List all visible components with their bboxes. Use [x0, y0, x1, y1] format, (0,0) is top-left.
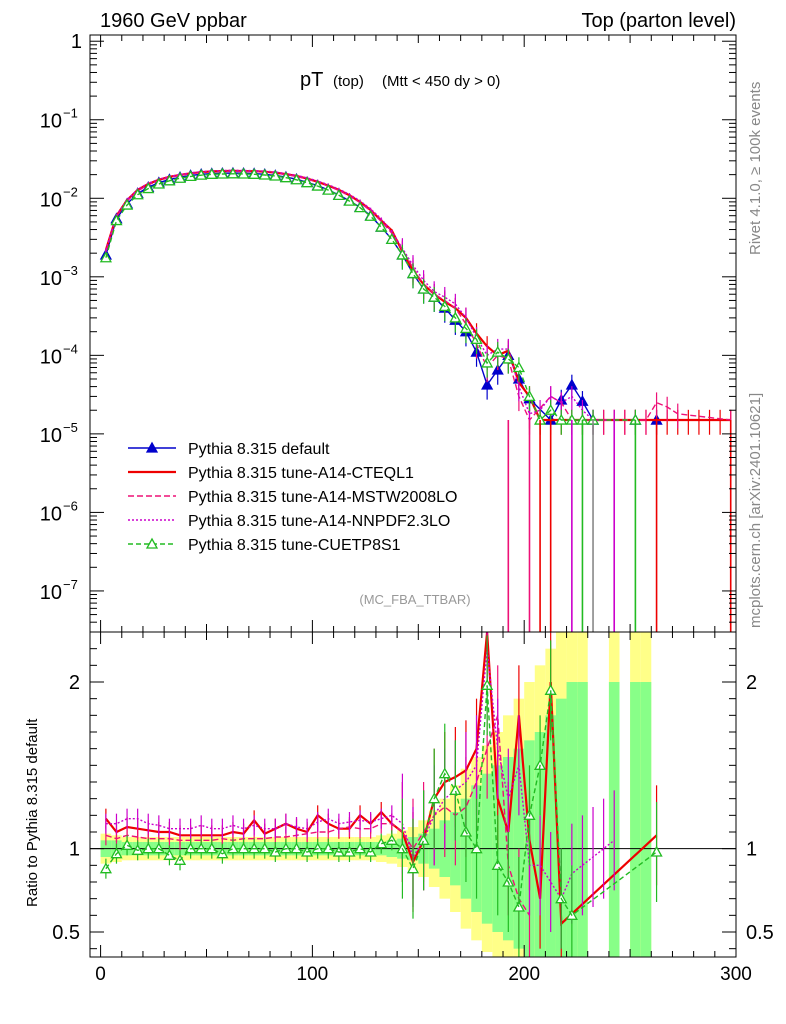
upper-point-cuetp8s1: [385, 233, 398, 244]
upper-point-cuetp8s1: [406, 267, 420, 279]
y-tick-label-base: 10: [40, 425, 62, 447]
ratio-y-tick-label-right: 0.5: [746, 922, 774, 944]
legend: Pythia 8.315 default Pythia 8.315 tune-A1…: [128, 441, 457, 554]
band-inner-rect: [630, 682, 641, 957]
upper-point-cuetp8s1: [375, 220, 388, 232]
legend-label: Pythia 8.315 tune-CUETP8S1: [188, 537, 401, 554]
header-left-label: 1960 GeV ppbar: [100, 10, 247, 32]
ratio-ylabel: Ratio to Pythia 8.315 default: [24, 718, 41, 907]
y-tick-label-exponent: −4: [63, 341, 78, 356]
x-tick-label: 200: [508, 964, 540, 985]
upper-series-line: [105, 170, 731, 422]
title-main: pT: [300, 69, 323, 91]
ratio-point-cuetp8s1: [406, 862, 420, 874]
y-tick-label-base: 10: [40, 111, 62, 133]
y-tick-label-base: 10: [40, 268, 62, 290]
title-sub1: (top): [333, 73, 364, 90]
upper-axis-ticks: [90, 35, 737, 633]
upper-frame: [89, 34, 737, 633]
band-inner-rect: [566, 682, 578, 957]
y-tick-label-base: 10: [40, 582, 62, 604]
upper-series-line: [105, 173, 636, 422]
x-tick-labels: 0 100 200 300: [95, 964, 752, 985]
y-tick-label-exponent: −5: [63, 420, 78, 435]
upper-series-line: [104, 169, 731, 422]
mcplots-side-label: mcplots.cern.ch [arXiv:2401.10621]: [747, 393, 764, 628]
y-tick-label-base: 10: [40, 503, 62, 525]
upper-panel: 110−110−210−310−410−510−610−7 pT (top) (…: [40, 31, 737, 633]
x-tick-label: 300: [720, 964, 752, 985]
lower-panel: 0.5 0.5 1 1 2 2 0 100 200 300 Ratio to Pythia 8.…: [24, 631, 774, 985]
legend-marker-cuetp8s1: [145, 537, 159, 549]
legend-label: Pythia 8.315 default: [188, 441, 330, 458]
upper-point-cuetp8s1: [110, 214, 123, 226]
y-tick-label-exponent: −7: [63, 577, 78, 592]
ratio-point-cuetp8s1: [481, 678, 494, 690]
y-tick-label-base: 10: [40, 189, 62, 211]
legend-label: Pythia 8.315 tune-A14-NNPDF2.3LO: [188, 513, 450, 530]
header-right-label: Top (parton level): [581, 10, 736, 32]
ratio-y-tick-label-right: 1: [746, 839, 757, 861]
x-tick-label: 0: [95, 964, 106, 985]
band-inner-rect: [555, 698, 567, 957]
ratio-y-tick-label-right: 2: [746, 672, 757, 694]
ratio-point-cuetp8s1: [417, 833, 430, 845]
legend-label: Pythia 8.315 tune-A14-MSTW2008LO: [188, 489, 457, 506]
ratio-point-cuetp8s1: [353, 842, 367, 854]
upper-y-tick-labels: 110−110−210−310−410−510−610−7: [40, 31, 82, 604]
lower-y-tick-labels: 0.5 0.5 1 1 2 2: [52, 672, 774, 944]
ratio-y-tick-label-left: 2: [69, 672, 80, 694]
lower-axis-ticks: [90, 632, 737, 957]
lower-ratio-marks: [99, 631, 663, 957]
y-tick-label-base: 10: [40, 346, 62, 368]
ratio-point-cuetp8s1: [491, 858, 504, 870]
analysis-tag: (MC_FBA_TTBAR): [359, 592, 470, 607]
y-tick-label-exponent: −3: [63, 263, 78, 278]
upper-point-cuetp8s1: [512, 361, 526, 373]
title-sub2: (Mtt < 450 dy > 0): [382, 73, 500, 90]
band-inner-rect: [640, 682, 652, 957]
y-tick-label: 1: [71, 31, 82, 53]
y-tick-label-exponent: −1: [63, 106, 78, 121]
x-tick-label: 100: [297, 964, 329, 985]
ratio-point-cuetp8s1: [470, 842, 483, 854]
ratio-y-tick-label-left: 0.5: [52, 922, 80, 944]
y-tick-label-exponent: −2: [63, 184, 78, 199]
lower-frame: [89, 631, 737, 958]
upper-data-marks: [99, 166, 732, 632]
ratio-y-tick-label-left: 1: [69, 839, 80, 861]
legend-marker-default: [145, 441, 159, 453]
upper-series-line: [105, 169, 615, 421]
legend-label: Pythia 8.315 tune-A14-CTEQL1: [188, 465, 414, 482]
ratio-point-cuetp8s1: [449, 783, 462, 795]
rivet-side-label: Rivet 4.1.0, ≥ 100k events: [747, 82, 764, 255]
y-tick-label-exponent: −6: [63, 498, 78, 513]
ratio-series-line: [105, 685, 658, 917]
